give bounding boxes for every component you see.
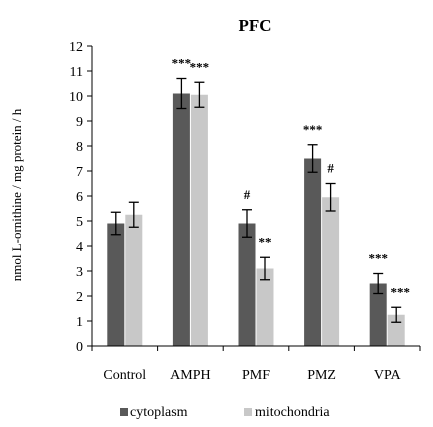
bar-cytoplasm (304, 158, 322, 346)
y-tick-label: 8 (76, 140, 83, 155)
legend-label-mitochondria: mitochondria (255, 405, 330, 420)
y-tick-label: 10 (69, 90, 83, 105)
y-tick-label: 7 (76, 165, 83, 180)
significance-label-mitochondria: ** (259, 234, 272, 249)
bar-cytoplasm (369, 283, 387, 346)
y-axis-label: nmol L-ornithine / mg protein / h (9, 108, 24, 281)
significance-label-mitochondria: # (327, 161, 334, 176)
bar-cytoplasm (107, 223, 125, 346)
y-tick-label: 4 (76, 240, 83, 255)
y-tick-label: 6 (76, 190, 83, 205)
x-tick-label: VPA (374, 368, 402, 383)
x-axis: Control AMPH PMF PMZ VPA (91, 346, 421, 383)
bar-mitochondria (125, 214, 143, 346)
legend: cytoplasm mitochondria (120, 405, 330, 420)
x-tick-label: PMF (242, 368, 270, 383)
y-tick-label: 5 (76, 215, 83, 230)
y-tick-label: 0 (76, 340, 83, 355)
plot-area: ******#*****#****** (107, 56, 410, 346)
bar-cytoplasm (238, 223, 256, 346)
y-tick-label: 9 (76, 115, 83, 130)
x-tick-label: Control (103, 368, 146, 383)
chart-title: PFC (238, 16, 271, 35)
legend-label-cytoplasm: cytoplasm (130, 405, 188, 420)
x-tick-label: AMPH (170, 368, 210, 383)
y-tick-label: 3 (76, 265, 83, 280)
y-tick-label: 2 (76, 290, 83, 305)
significance-label-cytoplasm: *** (303, 122, 323, 137)
significance-label-cytoplasm: # (244, 187, 251, 202)
bar-mitochondria (322, 197, 340, 346)
significance-label-mitochondria: *** (390, 284, 410, 299)
y-tick-label: 11 (70, 65, 83, 80)
bar-mitochondria (256, 268, 274, 346)
legend-swatch-cytoplasm (120, 408, 128, 416)
significance-label-cytoplasm: *** (368, 251, 388, 266)
legend-swatch-mitochondria (244, 408, 252, 416)
significance-label-cytoplasm: *** (172, 56, 192, 71)
significance-label-mitochondria: *** (190, 59, 210, 74)
y-tick-label: 12 (69, 40, 83, 55)
bar-mitochondria (190, 94, 208, 346)
x-tick-label: PMZ (307, 368, 336, 383)
y-tick-label: 1 (76, 315, 83, 330)
bar-cytoplasm (172, 93, 190, 346)
